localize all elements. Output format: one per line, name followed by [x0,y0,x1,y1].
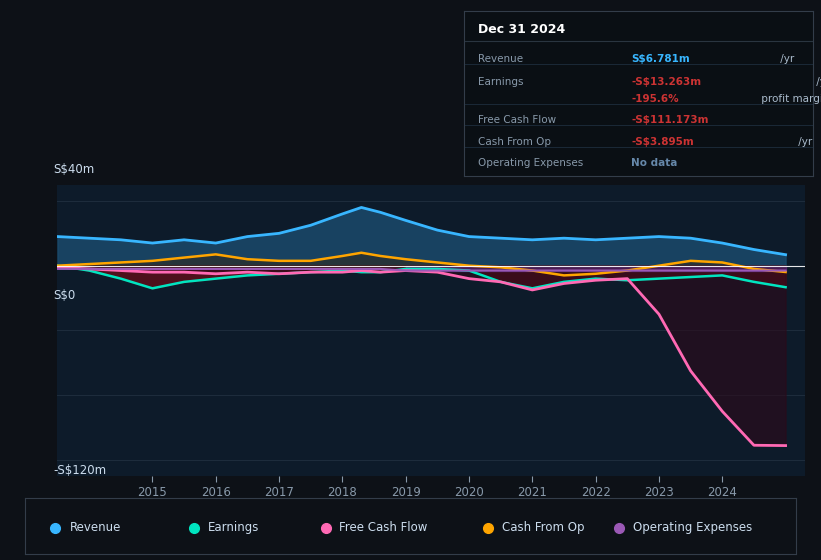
Text: Revenue: Revenue [70,521,121,534]
Text: Earnings: Earnings [478,77,523,87]
Text: -195.6%: -195.6% [631,94,679,104]
Text: Operating Expenses: Operating Expenses [478,158,583,168]
Text: No data: No data [631,158,677,168]
Text: S$6.781m: S$6.781m [631,54,690,64]
Text: /yr: /yr [813,77,821,87]
Text: -S$120m: -S$120m [53,464,107,477]
Text: Dec 31 2024: Dec 31 2024 [478,23,565,36]
Text: S$40m: S$40m [53,164,94,176]
Text: Operating Expenses: Operating Expenses [633,521,752,534]
Text: /yr: /yr [795,137,812,147]
Text: Revenue: Revenue [478,54,523,64]
Text: /yr: /yr [777,54,794,64]
Text: -S$3.895m: -S$3.895m [631,137,694,147]
Text: S$0: S$0 [53,289,76,302]
Text: Earnings: Earnings [209,521,259,534]
Text: Free Cash Flow: Free Cash Flow [340,521,428,534]
Text: Free Cash Flow: Free Cash Flow [478,115,556,125]
Text: Cash From Op: Cash From Op [502,521,584,534]
Text: Cash From Op: Cash From Op [478,137,551,147]
Text: -S$13.263m: -S$13.263m [631,77,701,87]
Text: profit margin: profit margin [759,94,821,104]
Text: -S$111.173m: -S$111.173m [631,115,709,125]
